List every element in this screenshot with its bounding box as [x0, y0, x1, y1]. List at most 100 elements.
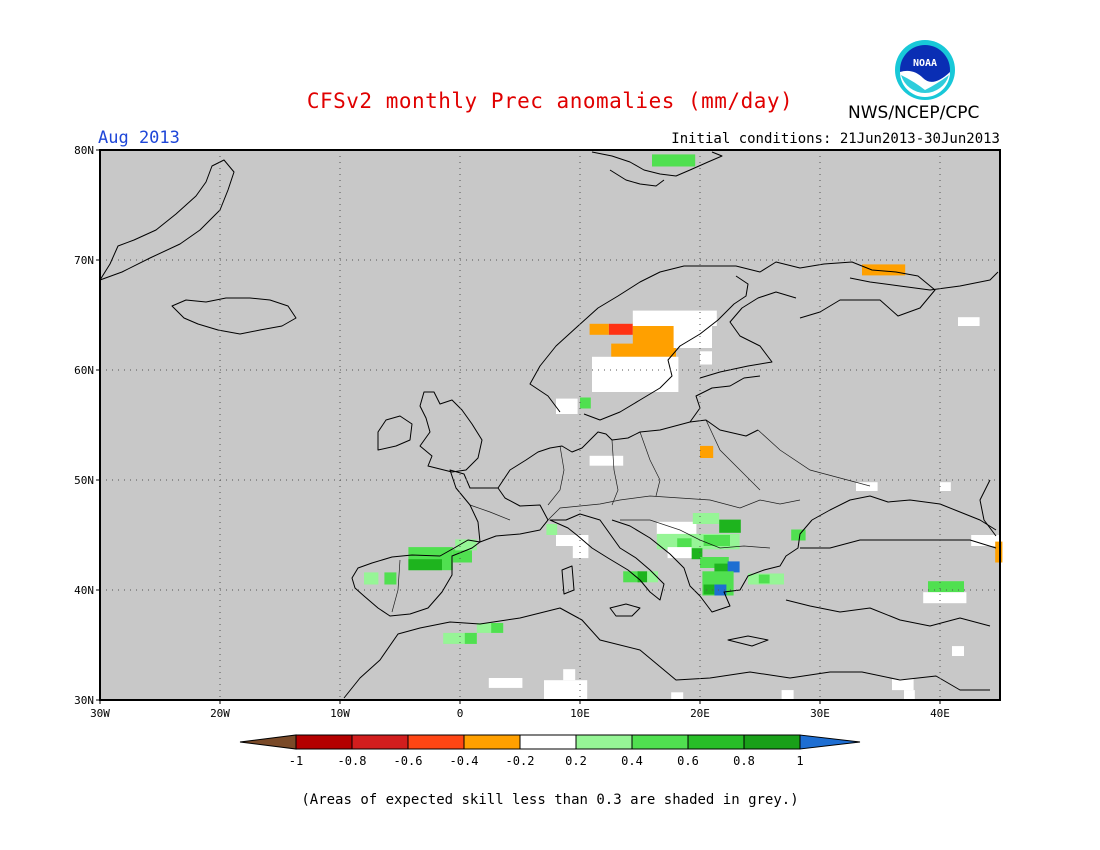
anomaly-cell	[700, 351, 712, 365]
colorbar-below-arrow	[239, 734, 297, 750]
coast-turkey-south	[785, 599, 991, 627]
anomaly-cell	[637, 571, 648, 583]
anomaly-cell	[971, 535, 1000, 546]
anomaly-cell	[563, 669, 576, 681]
colorbar-labels: -1 -0.8 -0.6 -0.4 -0.2 0.2 0.4 0.6 0.8 1	[289, 754, 804, 768]
anomaly-cell	[611, 343, 676, 357]
coastlines	[99, 151, 999, 699]
lat-tick-label: 70N	[74, 254, 94, 267]
colorbar-label: -0.8	[338, 754, 367, 768]
colorbar-bins	[239, 734, 861, 750]
anomaly-cell	[691, 548, 703, 560]
colorbar-label: 0.2	[565, 754, 587, 768]
lon-tick-label: 20W	[210, 707, 230, 720]
anomaly-cell	[364, 572, 379, 585]
coast-black-sea	[800, 495, 997, 549]
coast-greenland	[99, 159, 235, 281]
lat-tick-label: 80N	[74, 144, 94, 157]
coast-ireland	[377, 415, 413, 451]
chart-title: CFSv2 monthly Prec anomalies (mm/day)	[306, 89, 794, 113]
map-frame	[99, 149, 1001, 701]
colorbar-label: -0.4	[450, 754, 479, 768]
logo-text: NOAA	[913, 58, 937, 69]
anomaly-cell	[928, 581, 964, 593]
anomaly-cell	[727, 561, 740, 573]
colorbar-label: 1	[796, 754, 803, 768]
anomaly-cell	[958, 317, 980, 326]
anomaly-cell	[677, 538, 692, 550]
gridlines	[100, 150, 1000, 700]
agency-label: NWS/NCEP/CPC	[848, 103, 980, 123]
lon-tick-label: 20E	[690, 707, 710, 720]
colorbar-label: 0.6	[677, 754, 699, 768]
coast-north-sea	[497, 419, 759, 489]
lon-tick-label: 10E	[570, 707, 590, 720]
lat-tick-label: 50N	[74, 474, 94, 487]
colorbar-bin	[407, 734, 465, 750]
anomaly-cell	[443, 632, 477, 644]
anomaly-cell	[572, 544, 589, 559]
anomaly-cell	[758, 574, 770, 584]
anomaly-cell	[703, 535, 730, 546]
anomaly-cell	[580, 397, 591, 409]
coast-france	[449, 469, 549, 543]
anomaly-cell	[940, 482, 951, 491]
coast-adriatic-east	[611, 519, 813, 613]
colorbar-bin	[575, 734, 633, 750]
anomaly-cell	[856, 482, 878, 491]
map-background	[100, 150, 1000, 700]
anomaly-cell	[544, 680, 588, 700]
anomaly-cell	[546, 524, 558, 535]
anomaly-cell	[488, 678, 523, 688]
colorbar-label: -0.2	[506, 754, 535, 768]
map-panel: 30W 20W 10W 0 10E 20E 30E 40E 30N 40N 50N 60N 70N 80N	[74, 144, 1003, 720]
anomaly-cell	[892, 679, 914, 691]
colorbar-label: 0.8	[733, 754, 755, 768]
anomaly-cell	[589, 323, 609, 335]
anomaly-cell	[862, 264, 906, 276]
anomaly-cell	[408, 559, 442, 571]
axis-ticks: 30W 20W 10W 0 10E 20E 30E 40E 30N 40N 50N 60N 70N 80N	[74, 144, 950, 720]
anomaly-cell	[608, 323, 633, 335]
anomaly-cells	[364, 154, 1003, 700]
coast-sicily	[609, 603, 641, 617]
anomaly-cell	[384, 572, 397, 585]
colorbar: -1 -0.8 -0.6 -0.4 -0.2 0.2 0.4 0.6 0.8 1	[239, 734, 861, 768]
coast-italy	[549, 513, 665, 601]
anomaly-cell	[700, 557, 729, 568]
anomaly-cell	[656, 521, 697, 535]
coast-svalbard	[591, 151, 723, 187]
colorbar-bin	[519, 734, 577, 750]
colorbar-bin	[631, 734, 689, 750]
anomaly-cell	[904, 690, 915, 700]
coast-crete	[727, 635, 769, 647]
anomaly-cell	[781, 690, 794, 700]
anomaly-cell	[671, 692, 684, 700]
colorbar-bin	[463, 734, 521, 750]
anomaly-cell	[692, 513, 720, 524]
anomaly-cell	[632, 310, 717, 326]
colorbar-above-arrow	[799, 734, 861, 750]
anomaly-cell	[455, 539, 477, 551]
anomaly-cell	[923, 592, 967, 604]
skill-footnote: (Areas of expected skill less than 0.3 a…	[301, 792, 799, 808]
valid-month-label: Aug 2013	[98, 128, 180, 148]
colorbar-bin	[687, 734, 745, 750]
colorbar-bin	[743, 734, 801, 750]
noaa-logo: NOAA	[895, 40, 955, 100]
anomaly-cell	[719, 519, 741, 533]
lat-tick-label: 40N	[74, 584, 94, 597]
anomaly-cell	[623, 571, 639, 583]
coast-iceland	[171, 297, 297, 335]
lon-tick-label: 10W	[330, 707, 350, 720]
anomaly-cell	[952, 646, 964, 656]
anomaly-cell	[995, 541, 1003, 563]
logo-wave	[900, 70, 950, 97]
coast-kola	[849, 271, 999, 291]
anomaly-cell	[476, 623, 504, 633]
anomaly-cell	[464, 632, 477, 644]
coast-sweden	[583, 275, 749, 421]
anomaly-cell	[592, 356, 679, 392]
lon-tick-label: 30W	[90, 707, 110, 720]
coast-britain	[419, 391, 483, 473]
